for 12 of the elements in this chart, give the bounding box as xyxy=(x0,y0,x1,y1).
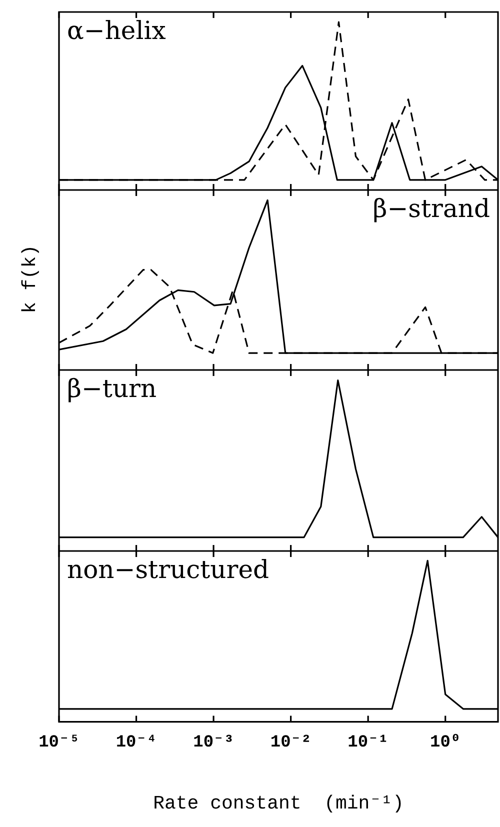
x-tick-label: 10⁻⁴ xyxy=(116,733,157,752)
chart-title: α−helix xyxy=(67,16,166,45)
chart-title: non−structured xyxy=(67,555,270,584)
chart-title: β−turn xyxy=(67,374,157,403)
x-tick-label: 10⁻² xyxy=(270,733,312,752)
chart-title: β−strand xyxy=(372,194,490,223)
x-tick-label: 10⁻³ xyxy=(193,733,234,752)
x-axis-title: Rate constant (min⁻¹) xyxy=(153,792,404,815)
y-axis-title: k f(k) xyxy=(19,244,41,316)
x-tick-label: 10⁰ xyxy=(430,733,461,752)
x-tick-label: 10⁻¹ xyxy=(348,733,389,752)
x-tick-label: 10⁻⁵ xyxy=(38,733,80,752)
